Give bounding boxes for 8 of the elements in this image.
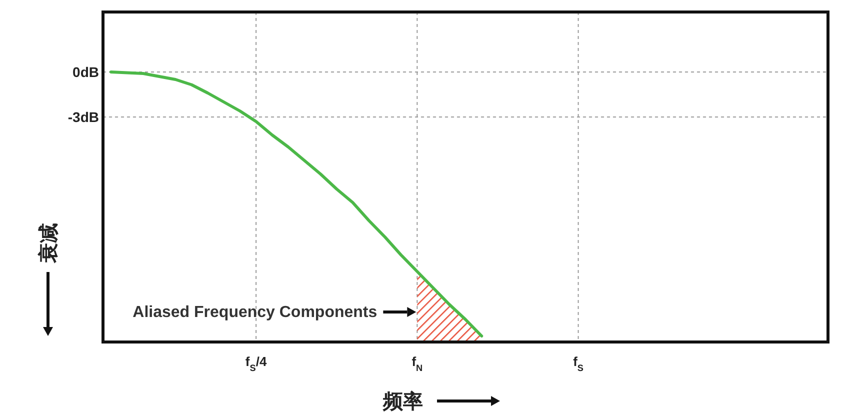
y-tick-label: -3dB [68,109,99,125]
x-tick-label: f$_{S}$ [573,354,584,373]
x-tick-label: f$_{N}$ [412,354,423,373]
annotation: Aliased Frequency Components [132,304,378,321]
y-tick-label: 0dB [72,64,99,80]
x-axis-title: 频率 [382,390,423,413]
x-tick-label: f$_{S}$/4 [245,354,268,373]
y-axis-title: 衰减 [37,223,60,264]
